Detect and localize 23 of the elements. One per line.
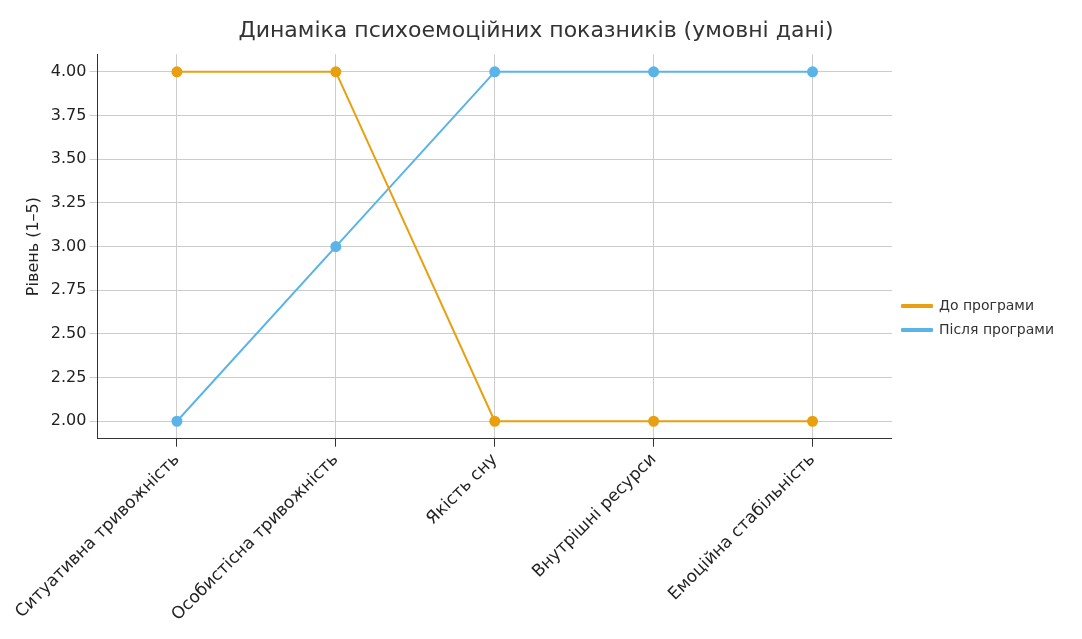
point [807, 66, 819, 78]
point [171, 66, 183, 78]
y-tick-label: 3.25 [50, 192, 87, 212]
point [171, 415, 183, 427]
y-tick-label: 3.50 [50, 148, 87, 168]
y-tick-label: 2.50 [50, 323, 87, 343]
y-tick-label: 3.00 [50, 235, 87, 255]
point [489, 415, 501, 427]
y-tick-label: 2.25 [50, 366, 87, 386]
point [330, 241, 342, 253]
y-tick-label: 2.00 [50, 410, 87, 430]
point [330, 66, 342, 78]
point [489, 66, 501, 78]
y-tick-label: 3.75 [50, 104, 87, 124]
point [648, 66, 660, 78]
y-tick-label: 4.00 [50, 61, 87, 81]
y-tick-label: 2.75 [50, 279, 87, 299]
point [648, 415, 660, 427]
legend-label: До програми [938, 296, 1035, 313]
chart-title: Динаміка психоемоційних показників (умовні дані) [238, 16, 834, 42]
point [807, 415, 819, 427]
y-axis-title: Рівень (1–5) [23, 196, 43, 297]
legend-label: Після програми [938, 320, 1055, 337]
